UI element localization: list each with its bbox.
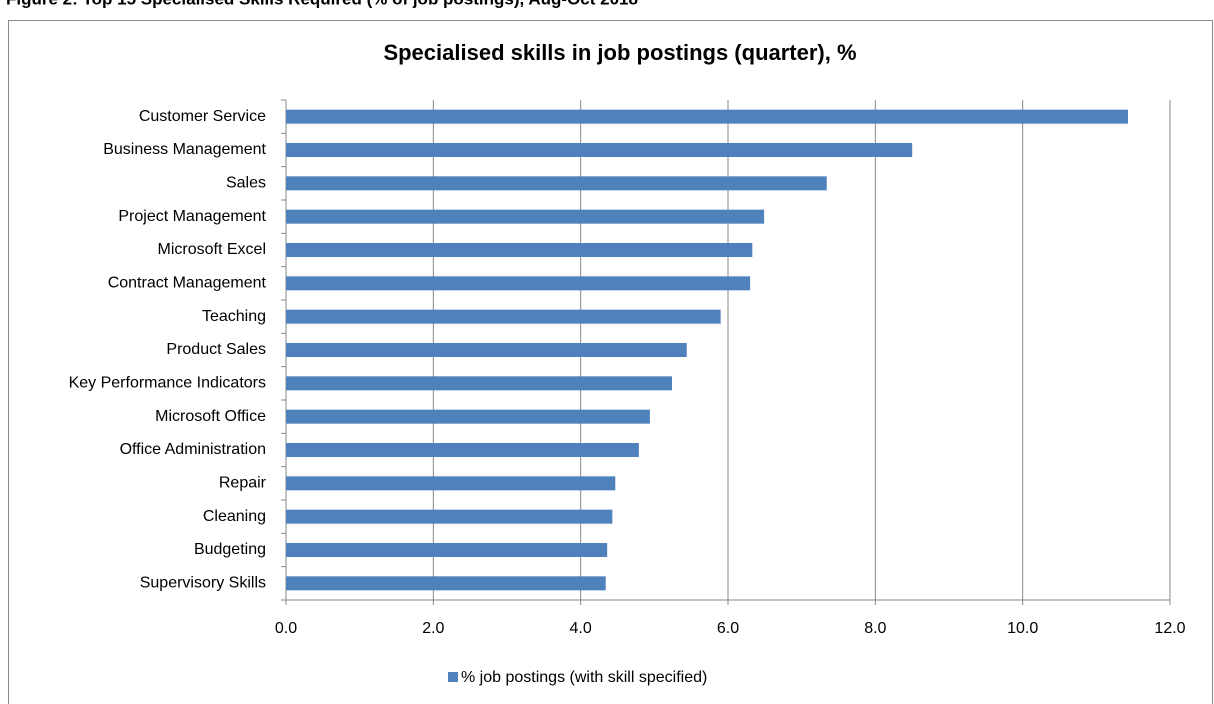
y-tick-label: Repair (219, 475, 267, 492)
y-tick-label: Product Sales (166, 341, 266, 358)
bar (286, 509, 613, 524)
y-tick-label: Supervisory Skills (140, 575, 266, 592)
bar (286, 409, 650, 424)
x-tick-label: 8.0 (864, 620, 886, 637)
x-tick-label: 2.0 (422, 620, 444, 637)
chart-frame (8, 20, 1213, 704)
bar (286, 476, 616, 491)
x-tick-label: 6.0 (717, 620, 739, 637)
y-tick-label: Budgeting (194, 541, 266, 558)
y-tick-label: Business Management (103, 141, 266, 158)
bar (286, 543, 608, 557)
legend-swatch (448, 672, 458, 682)
x-tick-label: 12.0 (1154, 620, 1185, 637)
y-tick-label: Microsoft Excel (158, 241, 266, 258)
bar (286, 376, 673, 391)
x-tick-label: 0.0 (275, 620, 297, 637)
y-tick-label: Office Administration (120, 441, 266, 458)
chart-title: Specialised skills in job postings (quar… (383, 40, 856, 65)
bar (286, 343, 687, 357)
bar (286, 143, 913, 157)
bar (286, 276, 751, 291)
y-tick-label: Teaching (202, 308, 266, 325)
y-tick-label: Customer Service (139, 108, 266, 125)
legend-label: % job postings (with skill specified) (461, 669, 707, 686)
y-tick-label: Sales (226, 175, 266, 192)
bar (286, 243, 753, 257)
y-tick-label: Cleaning (203, 508, 266, 525)
bar (286, 576, 606, 591)
figure-caption: Figure 2: Top 15 Specialised Skills Requ… (6, 0, 638, 8)
y-tick-label: Microsoft Office (155, 408, 266, 425)
y-tick-label: Project Management (118, 208, 266, 225)
x-tick-label: 4.0 (570, 620, 592, 637)
y-tick-label: Contract Management (108, 275, 267, 292)
bar (286, 109, 1129, 124)
x-tick-label: 10.0 (1007, 620, 1038, 637)
y-tick-label: Key Performance Indicators (69, 375, 266, 392)
bar (286, 443, 639, 457)
bar (286, 176, 827, 191)
bar (286, 209, 765, 224)
bar (286, 309, 721, 324)
